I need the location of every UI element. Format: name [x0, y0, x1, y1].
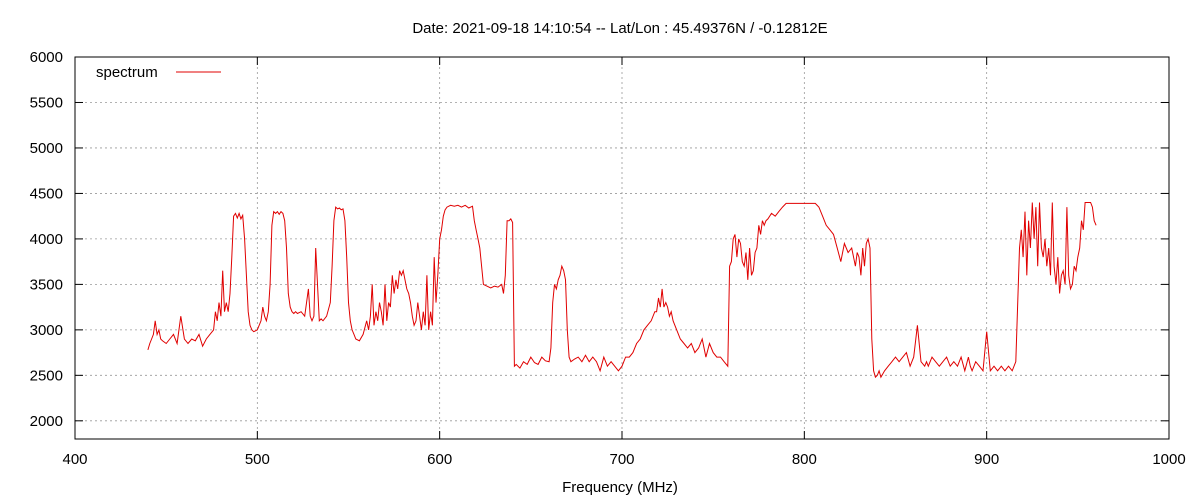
legend-label: spectrum	[96, 64, 158, 81]
x-tick-label: 400	[62, 451, 87, 468]
y-tick-label: 5000	[30, 140, 63, 157]
x-tick-label: 600	[427, 451, 452, 468]
legend: spectrum	[96, 64, 221, 81]
plot-frame	[74, 56, 1170, 440]
y-axis-ticks: 2000 2500 3000 3500 4000 4500 5000 5500 6000	[30, 49, 1169, 430]
spectrum-line	[147, 202, 1097, 379]
x-tick-label: 800	[792, 451, 817, 468]
chart-title: Date: 2021-09-18 14:10:54 -- Lat/Lon : 4…	[412, 20, 827, 37]
y-tick-label: 3000	[30, 322, 63, 339]
y-tick-label: 4000	[30, 231, 63, 248]
x-tick-label: 1000	[1152, 451, 1185, 468]
x-tick-label: 500	[245, 451, 270, 468]
y-tick-label: 3500	[30, 276, 63, 293]
x-axis-label: Frequency (MHz)	[562, 479, 678, 496]
y-tick-label: 2000	[30, 413, 63, 430]
y-tick-label: 4500	[30, 185, 63, 202]
y-tick-label: 2500	[30, 367, 63, 384]
y-tick-label: 6000	[30, 49, 63, 66]
x-axis-ticks: 400 500 600 700 800 900 1000	[62, 57, 1186, 468]
y-tick-label: 5500	[30, 94, 63, 111]
x-tick-label: 700	[609, 451, 634, 468]
x-tick-label: 900	[974, 451, 999, 468]
grid	[75, 57, 1169, 439]
